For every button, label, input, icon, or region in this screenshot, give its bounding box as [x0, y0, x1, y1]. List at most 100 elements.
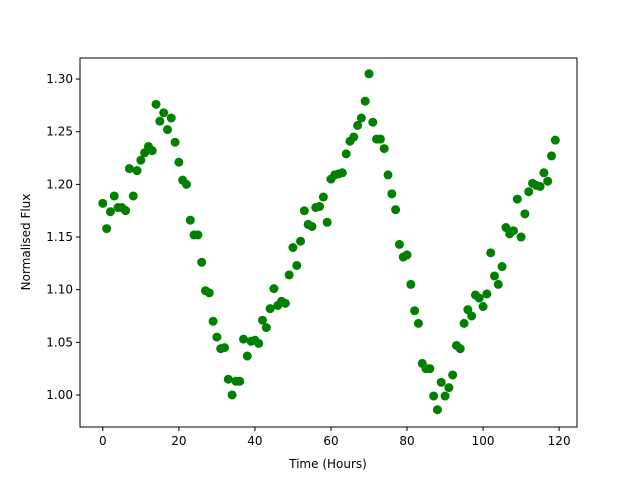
- point: [242, 351, 252, 361]
- point: [296, 236, 306, 246]
- point: [448, 370, 458, 380]
- point: [284, 270, 294, 280]
- point: [166, 113, 176, 123]
- point: [174, 157, 184, 167]
- point: [258, 315, 268, 325]
- point: [121, 206, 131, 216]
- point: [280, 298, 290, 308]
- point: [315, 201, 325, 211]
- point: [489, 271, 499, 281]
- point: [364, 69, 374, 79]
- point: [535, 181, 545, 191]
- point: [235, 376, 245, 386]
- point: [410, 306, 420, 316]
- point: [299, 206, 309, 216]
- point: [402, 250, 412, 260]
- point: [482, 289, 492, 299]
- point: [383, 170, 393, 180]
- point: [197, 257, 207, 267]
- point: [151, 99, 161, 109]
- point: [322, 217, 332, 227]
- plot-frame: [79, 57, 578, 428]
- point: [432, 405, 442, 415]
- point: [254, 338, 264, 348]
- point: [159, 108, 169, 118]
- point: [493, 279, 503, 289]
- x-tick-label: 100: [472, 434, 495, 448]
- point: [478, 302, 488, 312]
- point: [512, 194, 522, 204]
- point: [98, 198, 108, 208]
- point: [440, 391, 450, 401]
- point: [379, 144, 389, 154]
- point: [105, 207, 115, 217]
- x-tick-label: 0: [99, 434, 107, 448]
- x-tick-label: 60: [323, 434, 338, 448]
- y-tick-label: 1.00: [46, 388, 73, 402]
- point: [368, 117, 378, 127]
- point: [265, 304, 275, 314]
- point: [162, 125, 172, 135]
- y-tick-label: 1.25: [46, 125, 73, 139]
- point: [136, 155, 146, 165]
- point: [543, 176, 553, 186]
- point: [170, 137, 180, 147]
- point: [181, 179, 191, 189]
- y-tick-label: 1.15: [46, 230, 73, 244]
- x-tick-label: 40: [247, 434, 262, 448]
- point: [212, 332, 222, 342]
- point: [132, 166, 142, 176]
- point: [102, 224, 112, 234]
- point: [349, 132, 359, 142]
- point: [375, 134, 385, 144]
- point: [318, 192, 328, 202]
- point: [425, 364, 435, 374]
- point: [356, 113, 366, 123]
- point: [360, 96, 370, 106]
- point: [429, 391, 439, 401]
- y-tick-label: 1.30: [46, 72, 73, 86]
- point: [292, 260, 302, 270]
- point: [219, 343, 229, 353]
- point: [204, 288, 214, 298]
- y-tick-label: 1.05: [46, 335, 73, 349]
- point: [193, 230, 203, 240]
- point: [444, 383, 454, 393]
- point: [394, 239, 404, 249]
- point: [539, 168, 549, 178]
- point: [520, 209, 530, 219]
- point: [459, 318, 469, 328]
- point: [508, 226, 518, 236]
- x-tick-label: 20: [171, 434, 186, 448]
- point: [486, 248, 496, 258]
- point: [353, 120, 363, 130]
- point: [109, 191, 119, 201]
- point: [516, 232, 526, 242]
- point: [341, 149, 351, 159]
- point: [307, 221, 317, 231]
- point: [455, 344, 465, 354]
- point: [147, 146, 157, 156]
- y-tick-label: 1.20: [46, 177, 73, 191]
- point: [208, 316, 218, 326]
- point: [269, 284, 279, 294]
- y-tick-label: 1.10: [46, 283, 73, 297]
- y-axis-label: Normalised Flux: [19, 194, 33, 291]
- x-axis-label: Time (Hours): [288, 457, 367, 471]
- point: [524, 187, 534, 197]
- point: [128, 191, 138, 201]
- point: [185, 215, 195, 225]
- point: [550, 135, 560, 145]
- point: [337, 168, 347, 178]
- point: [155, 116, 165, 126]
- point: [436, 377, 446, 387]
- point: [288, 243, 298, 253]
- point: [261, 323, 271, 333]
- point: [406, 279, 416, 289]
- point: [474, 293, 484, 303]
- point: [239, 334, 249, 344]
- point: [467, 311, 477, 321]
- point: [391, 205, 401, 215]
- x-tick-label: 120: [548, 434, 571, 448]
